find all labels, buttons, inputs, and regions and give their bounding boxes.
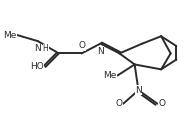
Text: O: O bbox=[78, 41, 85, 50]
Text: N: N bbox=[135, 86, 142, 95]
Text: O: O bbox=[158, 99, 165, 108]
Text: H: H bbox=[43, 44, 48, 53]
Text: HO: HO bbox=[30, 62, 44, 71]
Text: O: O bbox=[115, 99, 122, 108]
Text: N: N bbox=[97, 47, 104, 56]
Text: Me: Me bbox=[3, 31, 16, 40]
Text: Me: Me bbox=[103, 71, 117, 80]
Text: N: N bbox=[34, 44, 41, 53]
